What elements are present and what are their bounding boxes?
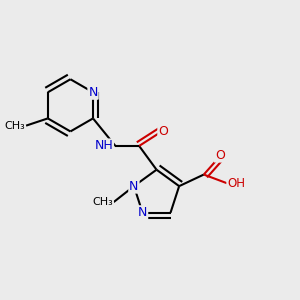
Text: NH: NH — [94, 140, 113, 152]
Text: CH₃: CH₃ — [4, 121, 25, 130]
Text: O: O — [215, 148, 225, 162]
Text: N: N — [129, 180, 139, 193]
Text: N: N — [138, 206, 147, 219]
Text: CH₃: CH₃ — [92, 197, 113, 207]
Text: N: N — [88, 86, 98, 99]
Text: O: O — [158, 125, 168, 138]
Text: OH: OH — [227, 177, 245, 190]
